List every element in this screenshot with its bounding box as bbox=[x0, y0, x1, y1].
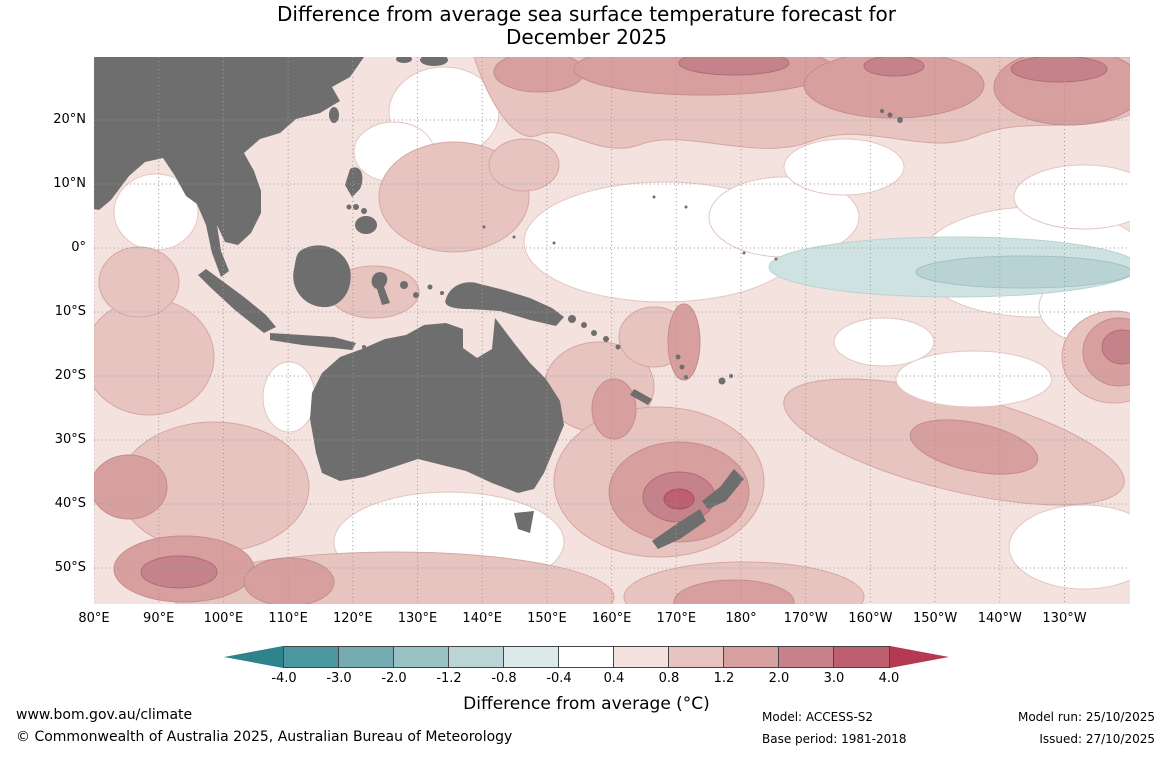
colorbar-segment bbox=[559, 647, 614, 667]
colorbar-tick-label: -0.8 bbox=[491, 671, 517, 686]
title-line-1: Difference from average sea surface temp… bbox=[276, 2, 896, 26]
colorbar-tick-label: 2.0 bbox=[768, 671, 790, 686]
lon-tick-label: 90°E bbox=[143, 611, 175, 626]
land-borneo bbox=[293, 245, 351, 308]
lon-tick-label: 170°E bbox=[656, 611, 697, 626]
colorbar-tick-label: -4.0 bbox=[271, 671, 297, 686]
land-sumatra bbox=[198, 269, 276, 333]
colorbar-tick-label: 0.8 bbox=[658, 671, 680, 686]
colorbar-segment bbox=[504, 647, 559, 667]
colorbar-segment bbox=[834, 647, 889, 667]
land-mindanao bbox=[355, 216, 377, 234]
page-title: Difference from average sea surface temp… bbox=[0, 3, 1173, 49]
colorbar-tick-label: 3.0 bbox=[823, 671, 845, 686]
anomaly-cool-regions bbox=[768, 236, 1140, 298]
land-australia bbox=[310, 318, 564, 493]
colorbar-tick-labels: -4.0 -3.0 -2.0 -1.2 -0.8 -0.4 0.4 0.8 1.2 2.0 3.0 4… bbox=[224, 671, 949, 689]
lon-tick-label: 100°E bbox=[203, 611, 244, 626]
colorbar-tick-label: -2.0 bbox=[381, 671, 407, 686]
lon-tick-label: 130°W bbox=[1042, 611, 1087, 626]
land-sulawesi bbox=[371, 272, 390, 305]
footer-issued: Issued: 27/10/2025 bbox=[1039, 732, 1155, 746]
colorbar-segment bbox=[779, 647, 834, 667]
colorbar-tick-label: 0.4 bbox=[603, 671, 625, 686]
colorbar-caption: Difference from average (°C) bbox=[463, 694, 710, 714]
title-line-2: December 2025 bbox=[506, 25, 667, 49]
land-taiwan bbox=[329, 107, 339, 123]
lat-tick-label: 10°S bbox=[54, 304, 86, 319]
land-tasmania bbox=[514, 511, 534, 533]
land-hawaii bbox=[880, 109, 884, 113]
lon-tick-label: 140°E bbox=[462, 611, 502, 626]
lon-tick-label: 110°E bbox=[268, 611, 308, 626]
footer-base-period: Base period: 1981-2018 bbox=[762, 732, 907, 746]
colorbar bbox=[224, 646, 949, 668]
land-vanuatu bbox=[675, 354, 681, 360]
colorbar-segments bbox=[283, 646, 890, 668]
land-japan-south bbox=[420, 54, 448, 66]
colorbar-segment bbox=[339, 647, 394, 667]
colorbar-segment bbox=[449, 647, 504, 667]
land-nz-south-island bbox=[652, 509, 706, 549]
lat-tick-label: 30°S bbox=[54, 432, 86, 447]
lat-tick-label: 10°N bbox=[53, 176, 86, 191]
colorbar-segment bbox=[614, 647, 669, 667]
colorbar-segment bbox=[669, 647, 724, 667]
footer-model: Model: ACCESS-S2 bbox=[762, 710, 874, 724]
lon-tick-label: 140°W bbox=[977, 611, 1022, 626]
land-luzon bbox=[345, 167, 363, 197]
map-plot-area bbox=[83, 42, 1167, 643]
lat-tick-label: 20°S bbox=[54, 368, 86, 383]
colorbar-right-arrow bbox=[890, 646, 949, 668]
lat-tick-label: 0° bbox=[71, 240, 86, 255]
lon-tick-label: 80°E bbox=[78, 611, 110, 626]
land-hainan bbox=[238, 134, 250, 144]
footer-url: www.bom.gov.au/climate bbox=[16, 707, 193, 723]
colorbar-segment bbox=[724, 647, 779, 667]
colorbar-left-arrow bbox=[224, 646, 283, 668]
grid-lines bbox=[93, 57, 1130, 604]
lon-tick-label: 160°W bbox=[848, 611, 893, 626]
colorbar-tick-label: 1.2 bbox=[713, 671, 735, 686]
land-masses bbox=[94, 54, 903, 549]
colorbar-tick-label: 4.0 bbox=[878, 671, 900, 686]
land-new-caledonia bbox=[630, 389, 652, 405]
lat-tick-label: 20°N bbox=[53, 112, 86, 127]
sst-anomaly-map bbox=[83, 42, 1167, 643]
lat-tick-label: 50°S bbox=[54, 560, 86, 575]
footer-copyright: © Commonwealth of Australia 2025, Austra… bbox=[16, 729, 513, 745]
lon-tick-label: 150°W bbox=[913, 611, 958, 626]
lon-tick-label: 130°E bbox=[397, 611, 438, 626]
lon-tick-label: 180° bbox=[725, 611, 757, 626]
lon-tick-label: 170°W bbox=[783, 611, 828, 626]
lon-tick-label: 150°E bbox=[527, 611, 567, 626]
land-fiji bbox=[718, 377, 726, 385]
anomaly-warm-regions-3p0 bbox=[663, 488, 695, 510]
lon-tick-label: 120°E bbox=[333, 611, 373, 626]
colorbar-segment bbox=[284, 647, 339, 667]
land-nz-north-island bbox=[702, 469, 744, 509]
colorbar-tick-label: -1.2 bbox=[436, 671, 462, 686]
colorbar-segment bbox=[394, 647, 449, 667]
footer-model-run: Model run: 25/10/2025 bbox=[1017, 710, 1155, 724]
land-new-guinea bbox=[445, 282, 564, 326]
colorbar-tick-label: -0.4 bbox=[546, 671, 572, 686]
colorbar-tick-label: -3.0 bbox=[326, 671, 352, 686]
lon-tick-label: 160°E bbox=[591, 611, 632, 626]
lat-tick-label: 40°S bbox=[54, 496, 86, 511]
land-asia bbox=[94, 57, 364, 277]
land-java bbox=[270, 333, 356, 350]
